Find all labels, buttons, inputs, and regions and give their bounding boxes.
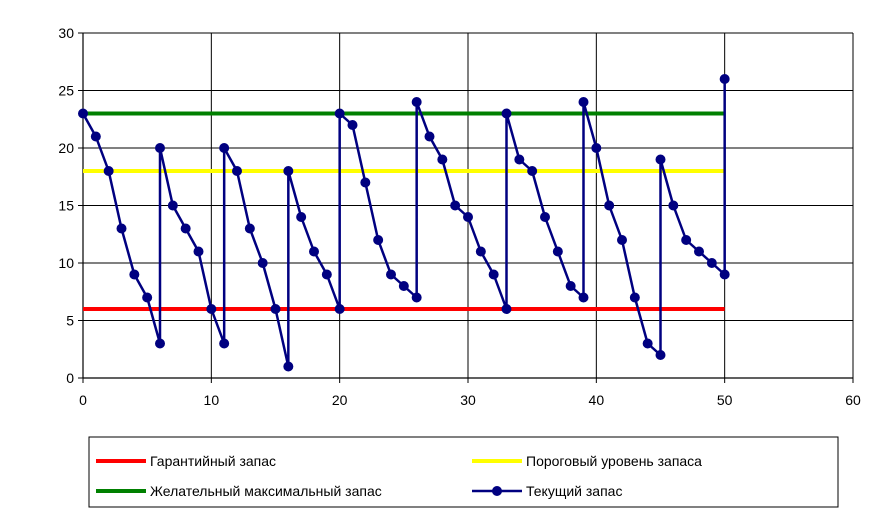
legend-marker bbox=[492, 486, 502, 496]
data-point bbox=[681, 235, 692, 245]
data-point bbox=[219, 338, 230, 349]
legend: Гарантийный запас Пороговый уровень запас… bbox=[88, 436, 839, 508]
y-tick-label: 5 bbox=[66, 313, 74, 329]
data-point bbox=[257, 258, 268, 268]
y-tick-label: 10 bbox=[58, 255, 74, 271]
x-tick-label: 10 bbox=[204, 392, 220, 408]
data-point bbox=[437, 154, 448, 165]
data-point bbox=[296, 212, 307, 222]
y-tick-label: 0 bbox=[66, 370, 74, 386]
data-point bbox=[629, 292, 640, 303]
data-point bbox=[578, 97, 589, 107]
data-point bbox=[642, 338, 653, 349]
data-point bbox=[321, 269, 332, 280]
data-point bbox=[206, 304, 217, 314]
data-point bbox=[719, 74, 730, 84]
data-point bbox=[655, 350, 666, 360]
x-tick-label: 20 bbox=[332, 392, 348, 408]
data-point bbox=[668, 200, 679, 211]
data-point bbox=[347, 120, 358, 130]
series-layer bbox=[78, 74, 730, 372]
data-point bbox=[116, 223, 127, 234]
data-point bbox=[514, 154, 525, 165]
data-point bbox=[283, 166, 294, 176]
y-tick-label: 25 bbox=[58, 83, 74, 99]
series-line bbox=[81, 79, 726, 368]
data-point bbox=[501, 304, 512, 314]
data-point bbox=[488, 269, 499, 280]
data-point bbox=[591, 143, 602, 153]
data-point bbox=[424, 131, 435, 142]
data-point bbox=[617, 235, 627, 245]
data-point bbox=[334, 304, 345, 314]
data-point bbox=[155, 338, 165, 349]
legend-label: Гарантийный запас bbox=[150, 453, 276, 469]
data-point bbox=[244, 223, 255, 234]
legend-label: Желательный максимальный запас bbox=[150, 483, 382, 499]
legend-box bbox=[88, 436, 839, 508]
data-point bbox=[129, 269, 140, 280]
data-point bbox=[411, 97, 422, 107]
data-point bbox=[283, 361, 294, 372]
legend-label: Текущий запас bbox=[526, 483, 622, 499]
x-tick-label: 40 bbox=[589, 392, 605, 408]
x-tick-label: 30 bbox=[460, 392, 476, 408]
data-point bbox=[578, 292, 589, 303]
data-point bbox=[398, 281, 409, 291]
data-point bbox=[142, 292, 153, 303]
data-point bbox=[527, 166, 538, 176]
data-point bbox=[334, 108, 345, 119]
data-point bbox=[167, 200, 178, 211]
axes: 0 5 10 15 20 25 30 0 10 20 30 40 50 60 bbox=[58, 25, 861, 408]
data-point bbox=[719, 269, 730, 280]
grid bbox=[83, 32, 854, 378]
data-point bbox=[78, 108, 88, 119]
data-point bbox=[103, 166, 114, 176]
x-tick-label: 50 bbox=[717, 392, 733, 408]
data-point bbox=[552, 246, 563, 257]
data-point bbox=[270, 304, 281, 314]
data-point bbox=[655, 154, 666, 165]
x-tick-label: 60 bbox=[845, 392, 861, 408]
data-point bbox=[193, 246, 204, 257]
data-point bbox=[475, 246, 486, 257]
data-point bbox=[219, 143, 230, 153]
data-point bbox=[501, 108, 512, 119]
data-point bbox=[386, 269, 396, 280]
y-tick-label: 30 bbox=[58, 25, 74, 41]
data-point bbox=[411, 292, 422, 303]
series-3 bbox=[78, 74, 730, 372]
data-point bbox=[604, 200, 615, 211]
data-point bbox=[360, 177, 371, 188]
y-tick-label: 15 bbox=[58, 198, 74, 214]
data-point bbox=[232, 166, 242, 176]
data-point bbox=[155, 143, 165, 153]
data-point bbox=[309, 246, 319, 257]
data-point bbox=[450, 200, 461, 211]
legend-label: Пороговый уровень запаса bbox=[526, 453, 702, 469]
data-point bbox=[180, 223, 191, 234]
data-point bbox=[373, 235, 384, 245]
data-point bbox=[565, 281, 576, 291]
data-point bbox=[694, 246, 704, 257]
data-point bbox=[706, 258, 717, 268]
x-tick-label: 0 bbox=[79, 392, 87, 408]
y-tick-label: 20 bbox=[58, 140, 74, 156]
data-point bbox=[463, 212, 473, 222]
data-point bbox=[540, 212, 550, 222]
data-point bbox=[90, 131, 101, 142]
